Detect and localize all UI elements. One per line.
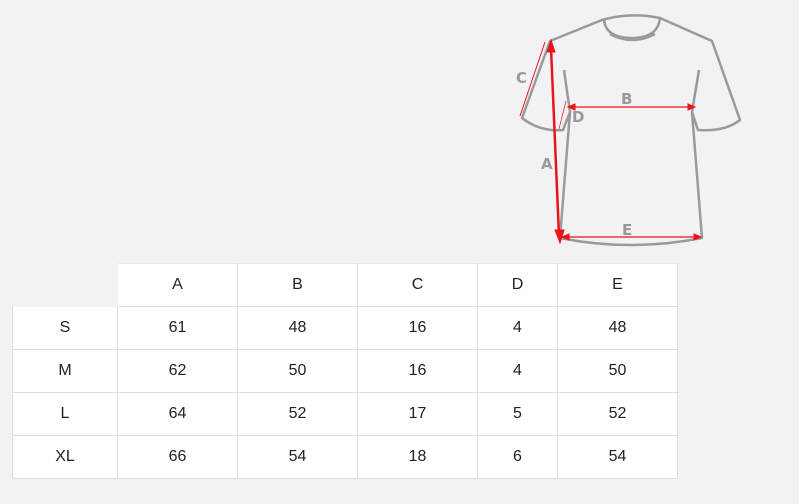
arrow-d <box>558 100 567 130</box>
measurement-cell: 48 <box>237 306 358 350</box>
arrow-c <box>519 41 546 117</box>
measurement-cell: 52 <box>237 392 358 436</box>
label-b: B <box>621 90 632 108</box>
label-a: A <box>541 155 553 173</box>
measurement-arrows <box>519 38 703 245</box>
size-cell: M <box>12 349 118 393</box>
measurement-cell: 50 <box>557 349 678 393</box>
size-chart-table: A B C D E S 61 48 16 4 48 M 62 50 16 4 50 L 64 52 17 5 52… <box>12 263 678 479</box>
size-cell: S <box>12 306 118 350</box>
header-c: C <box>357 263 478 307</box>
header-a: A <box>117 263 238 307</box>
measurement-cell: 52 <box>557 392 678 436</box>
measurement-cell: 4 <box>477 306 558 350</box>
measurement-cell: 6 <box>477 435 558 479</box>
measurement-cell: 48 <box>557 306 678 350</box>
measurement-cell: 50 <box>237 349 358 393</box>
size-cell: L <box>12 392 118 436</box>
header-e: E <box>557 263 678 307</box>
measurement-cell: 5 <box>477 392 558 436</box>
table-row: XL 66 54 18 6 54 <box>12 435 678 479</box>
measurement-cell: 64 <box>117 392 238 436</box>
size-cell: XL <box>12 435 118 479</box>
measurement-cell: 4 <box>477 349 558 393</box>
measurement-cell: 61 <box>117 306 238 350</box>
arrow-a <box>549 47 561 237</box>
measurement-cell: 62 <box>117 349 238 393</box>
label-c: C <box>516 69 527 87</box>
measurement-cell: 18 <box>357 435 478 479</box>
tshirt-measurement-diagram: C B D A E <box>516 14 742 247</box>
header-d: D <box>477 263 558 307</box>
table-row: S 61 48 16 4 48 <box>12 306 678 350</box>
label-d: D <box>572 108 584 126</box>
table-header-row: A B C D E <box>12 263 678 307</box>
measurement-cell: 54 <box>557 435 678 479</box>
measurement-cell: 17 <box>357 392 478 436</box>
label-e: E <box>622 221 632 239</box>
arrow-a-head-top <box>546 38 556 53</box>
table-row: L 64 52 17 5 52 <box>12 392 678 436</box>
header-b: B <box>237 263 358 307</box>
measurement-cell: 16 <box>357 349 478 393</box>
measurement-cell: 66 <box>117 435 238 479</box>
header-corner <box>12 263 118 307</box>
measurement-cell: 54 <box>237 435 358 479</box>
measurement-cell: 16 <box>357 306 478 350</box>
table-row: M 62 50 16 4 50 <box>12 349 678 393</box>
